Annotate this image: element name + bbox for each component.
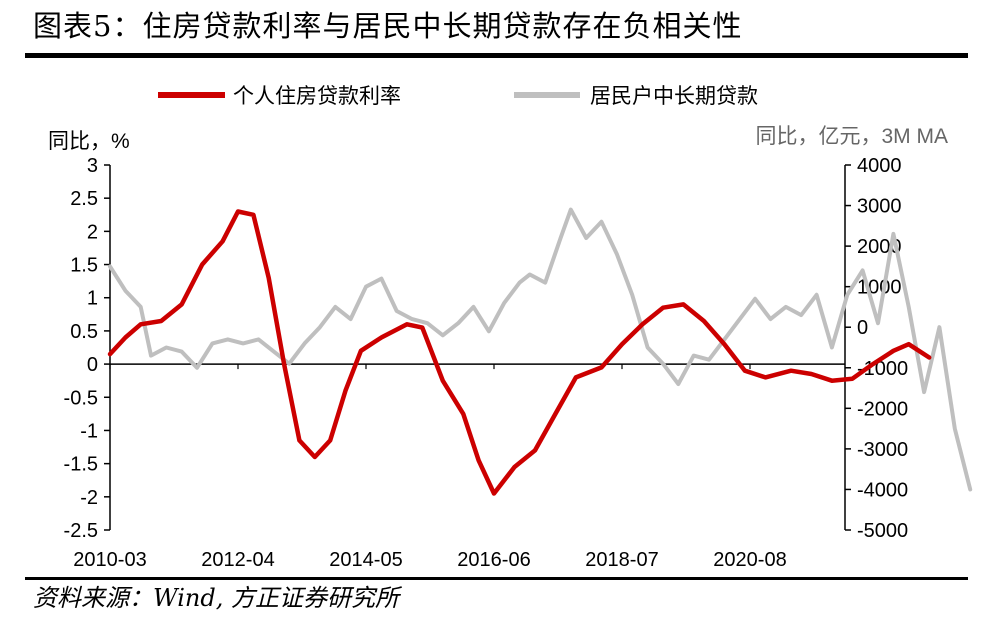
title-rule	[25, 53, 968, 58]
left-axis-unit-label: 同比，%	[48, 130, 130, 153]
legend: 个人住房贷款利率 居民户中长期贷款	[158, 85, 758, 108]
right-axis-tick-label: 4000	[857, 155, 902, 177]
x-axis-tick-label: 2012-04	[201, 549, 274, 571]
left-axis-tick-label: -0.5	[64, 387, 98, 409]
left-axis-tick-label: 0	[87, 354, 98, 376]
left-axis-tick-label: 0.5	[70, 321, 98, 343]
chart-title: 图表5：住房贷款利率与居民中长期贷款存在负相关性	[33, 9, 742, 43]
x-axis-tick-label: 2016-06	[457, 549, 530, 571]
left-axis-tick-label: -1	[80, 420, 98, 442]
series-housing-rate	[107, 209, 932, 496]
legend-label-household-loans: 居民户中长期贷款	[590, 85, 758, 108]
source-note: 资料来源：Wind, 方正证券研究所	[33, 584, 403, 612]
left-axis-tick-label: 3	[87, 155, 98, 177]
left-axis-tick-label: -1.5	[64, 454, 98, 476]
right-axis-tick-label: -1000	[857, 358, 908, 380]
series-household-loans	[108, 207, 973, 492]
right-axis-unit-label: 同比，亿元，3M MA	[755, 125, 948, 148]
footer-rule	[25, 577, 968, 580]
left-axis-tick-label: -2.5	[64, 520, 98, 542]
x-axis-tick-label: 2020-08	[713, 549, 786, 571]
x-axis-tick-label: 2014-05	[329, 549, 402, 571]
right-axis-tick-label: -4000	[857, 479, 908, 501]
series-red-line	[107, 209, 932, 496]
right-axis-tick-label: 0	[857, 317, 868, 339]
left-axis: 3 2.5 2 1.5 1 0.5 0 -0.5 -1 -1.5 -2 -2.5	[64, 155, 111, 542]
x-axis: 2010-03 2012-04 2014-05 2016-06 2018-07 2020-…	[73, 363, 845, 571]
left-axis-tick-label: 1.5	[70, 255, 98, 277]
left-axis-tick-label: 2	[87, 221, 98, 243]
left-axis-tick-label: -2	[80, 487, 98, 509]
right-axis-tick-label: -3000	[857, 439, 908, 461]
x-axis-tick-label: 2010-03	[73, 549, 146, 571]
right-axis-tick-label: 3000	[857, 196, 902, 218]
legend-label-housing-rate: 个人住房贷款利率	[233, 85, 401, 108]
left-axis-tick-label: 1	[87, 288, 98, 310]
right-axis-tick-label: -2000	[857, 398, 908, 420]
series-gray-line	[108, 207, 973, 492]
left-axis-tick-label: 2.5	[70, 188, 98, 210]
right-axis-tick-label: -5000	[857, 520, 908, 542]
x-axis-tick-label: 2018-07	[585, 549, 658, 571]
